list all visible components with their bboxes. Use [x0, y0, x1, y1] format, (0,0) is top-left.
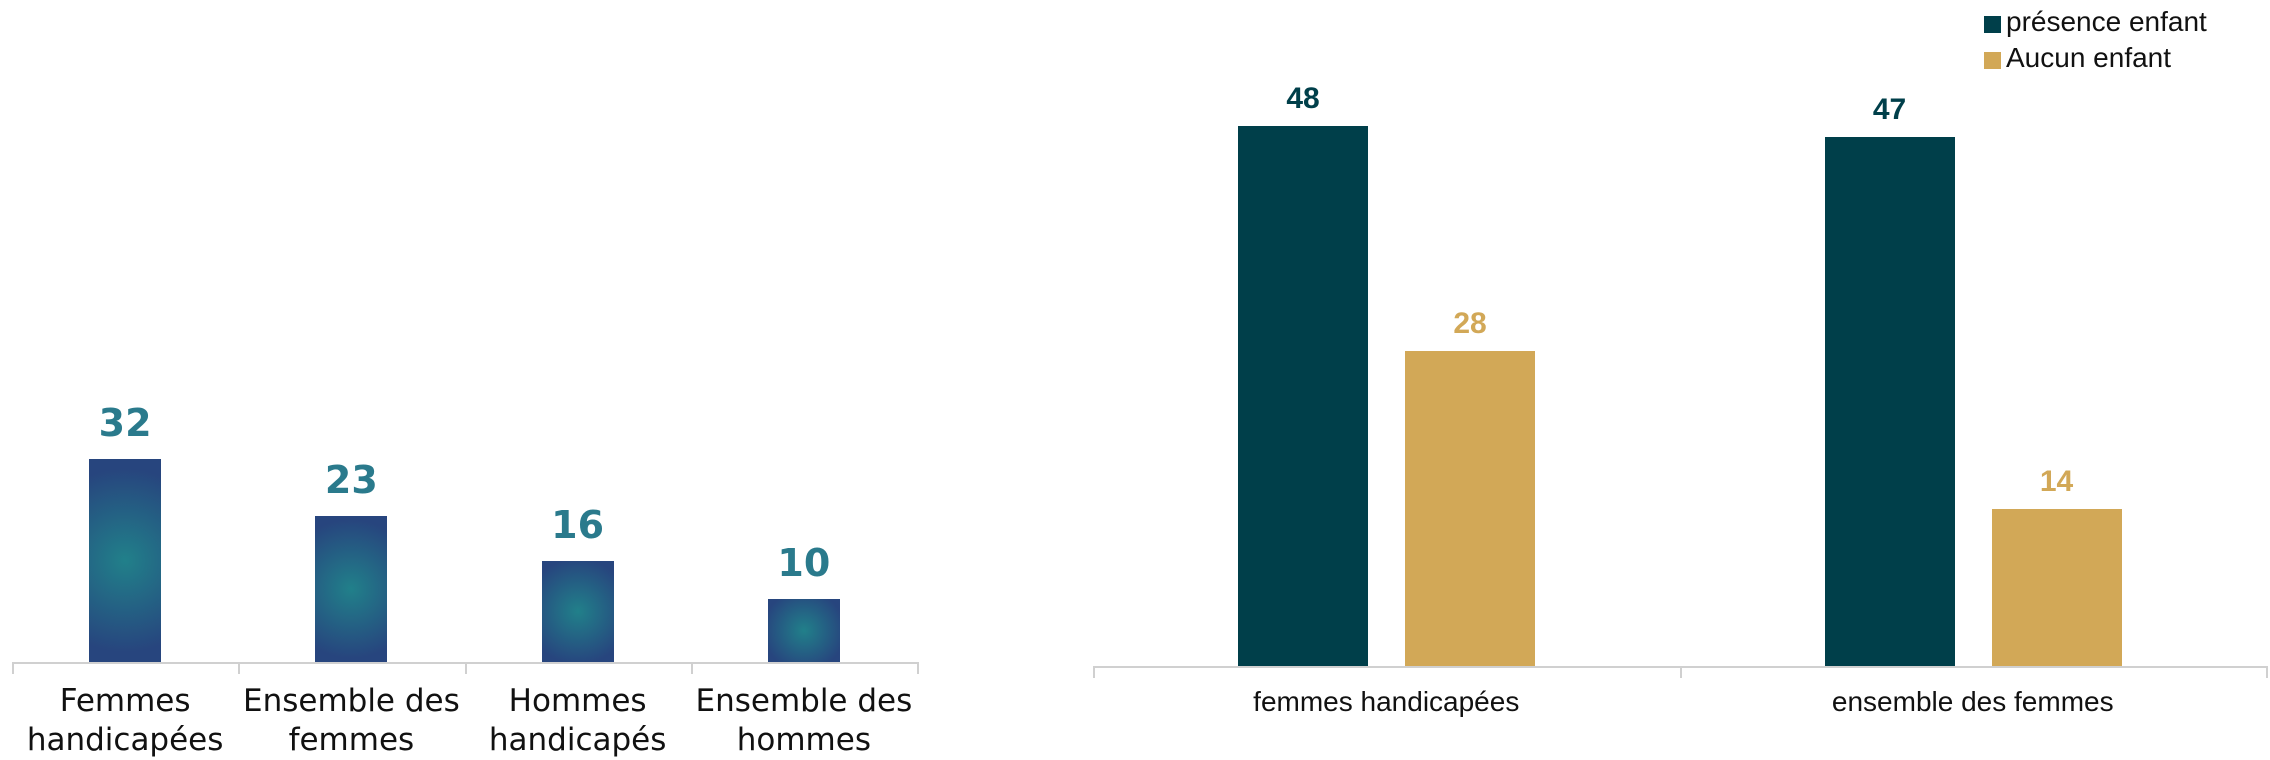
legend-swatch	[1984, 52, 2001, 69]
bar	[767, 598, 840, 662]
x-tick-label: Ensemble des femmes	[242, 683, 460, 758]
data-label: 28	[1453, 307, 1487, 340]
axis-tick	[1679, 666, 1682, 678]
axis-tick	[2266, 666, 2268, 678]
axis-tick	[464, 662, 467, 674]
bar	[1405, 351, 1535, 666]
axis-tick	[1093, 666, 1095, 678]
data-label: 48	[1286, 82, 1320, 115]
data-label: 47	[1872, 93, 1907, 127]
axis-tick	[917, 662, 919, 674]
bar	[541, 560, 614, 662]
axis-tick	[238, 662, 241, 674]
x-tick-label: Hommes handicapés	[488, 683, 667, 758]
data-label: 32	[98, 401, 152, 446]
bar	[315, 516, 388, 662]
bar	[89, 459, 162, 662]
data-label: 16	[551, 502, 605, 547]
axis-tick	[690, 662, 693, 674]
data-label: 14	[2039, 464, 2074, 498]
legend-label: Aucun enfant	[2006, 42, 2172, 73]
x-tick-label: femmes handicapées	[1253, 686, 1520, 717]
data-label: 23	[324, 458, 378, 503]
data-label: 10	[777, 540, 831, 585]
legend-label: présence enfant	[2006, 6, 2207, 37]
axis-tick	[12, 662, 14, 674]
legend-swatch	[1984, 16, 2001, 33]
bar	[1991, 508, 2122, 666]
x-tick-label: Femmes handicapées	[26, 683, 224, 758]
bar	[1824, 137, 1955, 666]
x-tick-label: ensemble des femmes	[1831, 686, 2114, 717]
bar	[1238, 126, 1368, 666]
x-tick-label: Ensemble des hommes	[695, 683, 913, 758]
